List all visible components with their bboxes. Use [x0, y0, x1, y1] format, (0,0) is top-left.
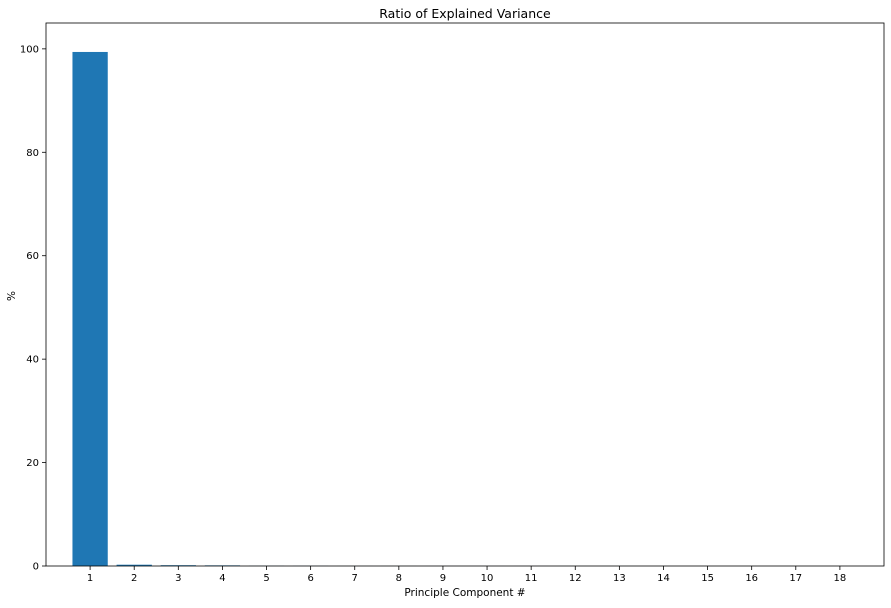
x-tick-label: 15 — [701, 573, 714, 584]
chart-title: Ratio of Explained Variance — [379, 6, 551, 21]
x-tick-label: 16 — [745, 573, 758, 584]
y-tick-label: 60 — [26, 251, 39, 262]
x-tick-label: 10 — [481, 573, 494, 584]
x-tick-label: 17 — [789, 573, 802, 584]
x-tick-label: 7 — [352, 573, 358, 584]
y-axis-label: % — [6, 291, 18, 301]
x-tick-label: 18 — [834, 573, 847, 584]
y-tick-label: 80 — [26, 148, 39, 159]
x-tick-label: 13 — [613, 573, 626, 584]
y-axis: 0 20 40 60 80 100 — [20, 44, 46, 572]
plot-frame — [46, 23, 884, 566]
bar-1 — [72, 52, 107, 566]
x-tick-label: 11 — [525, 573, 538, 584]
x-tick-label: 4 — [219, 573, 225, 584]
x-tick-label: 14 — [657, 573, 670, 584]
x-tick-label: 6 — [307, 573, 313, 584]
x-tick-label: 12 — [569, 573, 582, 584]
x-tick-label: 9 — [440, 573, 446, 584]
x-tick-label: 3 — [175, 573, 181, 584]
x-tick-label: 5 — [263, 573, 269, 584]
x-tick-label: 1 — [87, 573, 93, 584]
y-tick-label: 20 — [26, 458, 39, 469]
y-tick-label: 100 — [20, 44, 39, 55]
y-tick-label: 40 — [26, 355, 39, 366]
x-tick-label: 8 — [396, 573, 402, 584]
x-axis-label: Principle Component # — [404, 587, 525, 599]
plot-area — [46, 23, 884, 566]
y-tick-label: 0 — [33, 562, 39, 573]
x-tick-label: 2 — [131, 573, 137, 584]
